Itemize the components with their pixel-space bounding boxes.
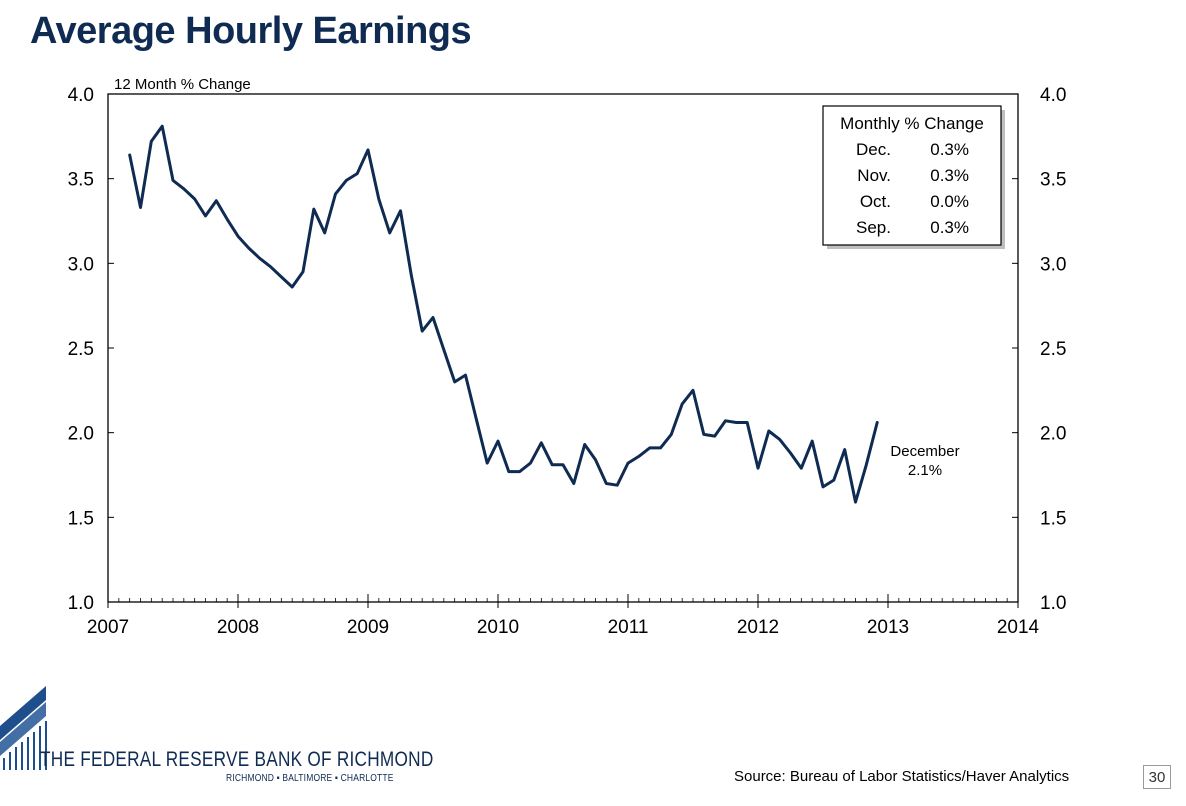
x-tick-label: 2009: [347, 617, 389, 638]
inset-table-header: Monthly % Change: [840, 114, 984, 133]
inset-table-month: Oct.: [860, 192, 891, 211]
x-tick-label: 2010: [477, 617, 519, 638]
page-number: 30: [1143, 765, 1171, 789]
y-tick-label-right: 2.5: [1040, 339, 1066, 360]
y-tick-label-left: 4.0: [68, 85, 94, 106]
annotation-value: 2.1%: [908, 462, 942, 479]
page-title: Average Hourly Earnings: [30, 10, 472, 52]
x-tick-label: 2014: [997, 617, 1040, 638]
y-tick-label-left: 3.5: [68, 170, 94, 191]
y-axis-label: 12 Month % Change: [114, 76, 251, 93]
x-tick-label: 2013: [867, 617, 909, 638]
inset-table-value: 0.0%: [930, 192, 969, 211]
inset-table-value: 0.3%: [930, 140, 969, 159]
y-tick-label-right: 3.0: [1040, 254, 1066, 275]
y-tick-label-right: 2.0: [1040, 424, 1066, 445]
y-tick-label-left: 2.5: [68, 339, 94, 360]
y-tick-label-right: 4.0: [1040, 85, 1066, 106]
x-tick-label: 2007: [87, 617, 129, 638]
x-tick-label: 2008: [217, 617, 259, 638]
inset-table-value: 0.3%: [930, 166, 969, 185]
y-tick-label-left: 1.0: [68, 593, 94, 614]
y-tick-label-right: 3.5: [1040, 170, 1066, 191]
federal-reserve-logo: [0, 686, 47, 770]
x-tick-label: 2011: [608, 617, 649, 638]
y-tick-label-left: 2.0: [68, 424, 94, 445]
y-tick-label-left: 1.5: [68, 508, 94, 529]
series-line: [128, 124, 879, 504]
y-tick-label-right: 1.5: [1040, 508, 1066, 529]
inset-table-month: Nov.: [857, 166, 891, 185]
inset-table-value: 0.3%: [930, 218, 969, 237]
y-tick-label-right: 1.0: [1040, 593, 1066, 614]
inset-table-month: Dec.: [856, 140, 891, 159]
bank-cities: RICHMOND ▪ BALTIMORE ▪ CHARLOTTE: [226, 773, 394, 784]
x-tick-label: 2012: [737, 617, 779, 638]
line-chart: 1.0 1.0 1.5 1.5 2.0 2.0 2.5 2.5 3.0 3.0 3.5 3.5 4.0 4…: [68, 76, 1067, 638]
annotation-label: December: [890, 443, 959, 460]
source-note: Source: Bureau of Labor Statistics/Haver…: [734, 768, 1070, 785]
inset-table-box: [822, 105, 1002, 246]
inset-table-month: Sep.: [856, 218, 891, 237]
y-tick-label-left: 3.0: [68, 254, 94, 275]
bank-name: THE FEDERAL RESERVE BANK OF RICHMOND: [40, 748, 434, 771]
